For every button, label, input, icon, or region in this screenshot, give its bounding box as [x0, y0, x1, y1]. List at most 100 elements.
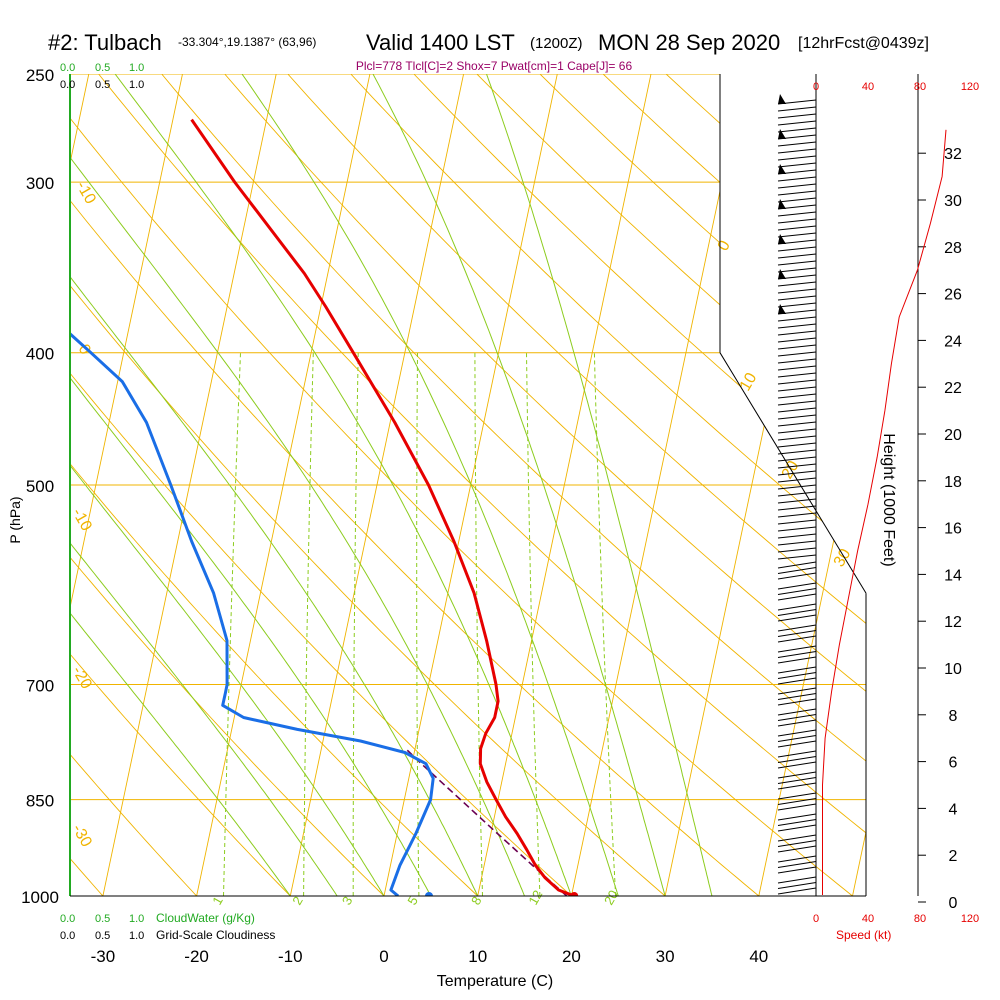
mixing-ratio-line: [303, 352, 314, 896]
wind-barb-staff: [777, 449, 817, 455]
wind-barb-staff: [777, 379, 817, 385]
wind-barb-staff: [777, 302, 817, 308]
x-axis-title: Temperature (C): [437, 973, 553, 990]
wind-barb-staff: [777, 771, 817, 779]
wind-barb-staff: [777, 183, 817, 189]
temperature-tick-label: 10: [468, 947, 487, 966]
wind-barb-staff: [777, 246, 817, 252]
isotherm-line: [102, 74, 277, 896]
wind-barb-staff: [777, 477, 817, 483]
stability-indices: Plcl=778 Tlcl[C]=2 Shox=7 Pwat[cm]=1 Cap…: [356, 59, 633, 73]
station-coords: -33.304°,19.1387° (63,96): [178, 35, 316, 49]
dry-adiabat-line: [70, 74, 666, 896]
wind-barb-staff: [777, 547, 817, 553]
isotherm-label: 0: [75, 342, 94, 358]
wind-barb-staff: [777, 855, 817, 863]
pressure-tick-label: 1000: [21, 888, 59, 907]
dry-adiabat-line: [70, 74, 385, 896]
right-frame-diagonal: [719, 352, 867, 594]
wind-barb-staff: [777, 344, 817, 350]
mixing-ratio-line: [352, 352, 359, 896]
wind-barb-staff: [777, 176, 817, 182]
mixing-ratio-line: [416, 352, 420, 896]
moist-adiabat-line: [70, 74, 525, 896]
wind-barb-staff: [777, 782, 817, 790]
height-tick-label: 26: [944, 287, 962, 304]
speed-tick-bottom-3: 120: [961, 913, 979, 925]
wind-barb-staff: [777, 666, 817, 674]
moist-adiabat-line: [434, 74, 713, 896]
wind-barb-staff: [777, 698, 817, 706]
wind-barb-staff: [777, 393, 817, 399]
wind-barb-staff: [777, 756, 817, 763]
wind-speed-line: [822, 129, 947, 895]
pressure-tick-label: 850: [26, 792, 54, 811]
temperature-tick-label: 30: [656, 947, 675, 966]
dry-adiabat-line: [70, 74, 291, 896]
wind-barb-staff: [777, 351, 817, 357]
height-tick-label: 16: [944, 521, 962, 538]
wind-barb-staff: [777, 113, 817, 119]
temperature-tick-label: -20: [184, 947, 209, 966]
isotherm-label: 0: [715, 238, 734, 254]
wind-barb-staff: [777, 687, 817, 695]
height-tick-label: 10: [944, 661, 962, 678]
dry-adiabat-line: [70, 74, 572, 896]
wind-barb-staff: [777, 218, 817, 224]
isotherm-label: 10: [737, 370, 761, 394]
cloudiness-label: Grid-Scale Cloudiness: [156, 928, 275, 942]
wind-barb-staff: [777, 761, 817, 769]
wind-barb-staff: [777, 260, 817, 266]
wind-barb-staff: [777, 421, 817, 427]
wind-barb-staff: [777, 407, 817, 413]
moist-adiabat-line: [70, 74, 432, 896]
speed-tick-top-3: 120: [961, 81, 979, 93]
height-tick-label: 8: [949, 708, 958, 725]
wind-barb-staff: [777, 614, 817, 622]
temperature-tick-label: 0: [379, 947, 388, 966]
wind-barbs: [777, 94, 817, 895]
speed-tick-bottom-1: 40: [862, 913, 874, 925]
height-tick-label: 12: [944, 614, 962, 631]
wind-barb-staff: [777, 554, 817, 560]
wind-barb-staff: [777, 672, 817, 679]
surface-temperature-dot: [570, 892, 579, 896]
dry-adiabat-line: [161, 74, 866, 896]
height-tick-label: 22: [944, 380, 962, 397]
wind-barb-staff: [777, 876, 817, 884]
wind-barb-staff: [777, 197, 817, 203]
temperature-tick-label: -10: [278, 947, 303, 966]
dewpoint-line: [70, 119, 435, 896]
wind-barb-staff: [777, 435, 817, 441]
moist-adiabat-line: [145, 74, 619, 896]
wind-barb-staff: [777, 211, 817, 217]
wind-barb-staff: [777, 819, 817, 826]
wind-barb-staff: [777, 798, 817, 805]
wind-barb-staff: [777, 588, 817, 595]
wind-barb-flag: [778, 234, 786, 244]
dry-adiabat-line: [224, 74, 866, 896]
wind-barb-staff: [777, 386, 817, 392]
dry-adiabat-line: [350, 74, 866, 896]
wind-barb-staff: [777, 295, 817, 301]
moist-adiabat-line: [70, 74, 572, 896]
wind-barb-flag: [778, 129, 786, 139]
mixing-ratio-line: [526, 352, 541, 896]
wind-barb-flag: [778, 164, 786, 174]
wind-barb-staff: [777, 484, 817, 490]
wind-barb-flag: [778, 269, 786, 279]
wind-barb-staff: [777, 777, 817, 784]
wind-barb-staff: [777, 750, 817, 758]
height-tick-label: 20: [944, 427, 962, 444]
wind-barb-staff: [777, 330, 817, 336]
wind-barb-staff: [777, 593, 817, 601]
moist-adiabat-line: [70, 74, 385, 896]
cloudwater-tick-bottom-1: 0.5: [95, 913, 110, 925]
isotherm-label: 30: [831, 546, 855, 570]
dry-adiabat-line: [70, 74, 197, 896]
wind-barb-staff: [777, 526, 817, 532]
temperature-tick-label: -30: [91, 947, 116, 966]
wind-barb-staff: [777, 106, 817, 112]
wind-barb-staff: [777, 677, 817, 685]
cloudwater-tick-top-0: 0.0: [60, 62, 75, 74]
